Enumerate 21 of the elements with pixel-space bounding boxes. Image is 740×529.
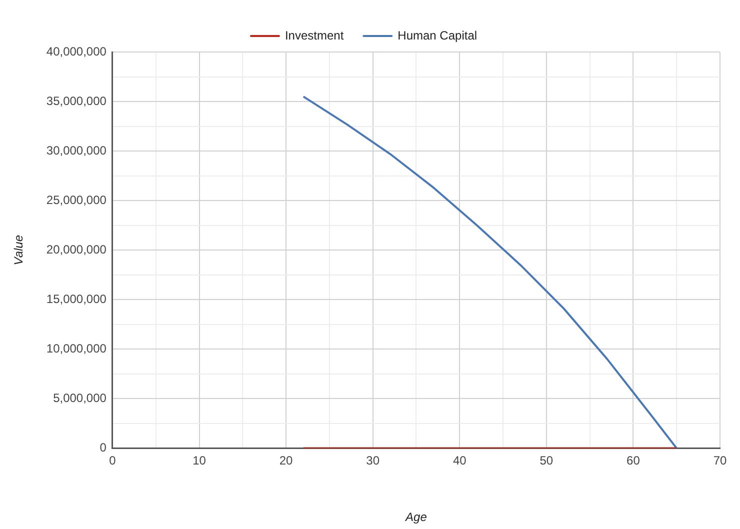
legend-label: Investment [284, 28, 344, 42]
x-tick-label: 60 [626, 454, 640, 468]
x-tick-label: 20 [279, 454, 294, 468]
x-tick-label: 30 [366, 454, 380, 468]
x-tick-label: 0 [109, 454, 116, 468]
y-tick-label: 30,000,000 [46, 143, 107, 158]
y-axis-title: Value [12, 234, 26, 266]
x-axis-title: Age [404, 510, 428, 524]
y-tick-label: 40,000,000 [46, 44, 107, 58]
x-tick-label: 10 [192, 454, 206, 468]
y-tick-label: 25,000,000 [46, 192, 107, 207]
x-tick-label: 50 [540, 454, 554, 468]
y-tick-label: 0 [100, 440, 107, 455]
y-tick-label: 35,000,000 [46, 94, 107, 108]
y-tick-label: 5,000,000 [53, 390, 107, 405]
x-tick-label: 70 [713, 454, 727, 468]
y-tick-label: 10,000,000 [46, 341, 107, 356]
y-tick-label: 20,000,000 [46, 242, 107, 256]
y-tick-label: 15,000,000 [46, 292, 107, 306]
legend-label: Human Capital [398, 28, 478, 42]
x-tick-label: 40 [452, 454, 467, 468]
